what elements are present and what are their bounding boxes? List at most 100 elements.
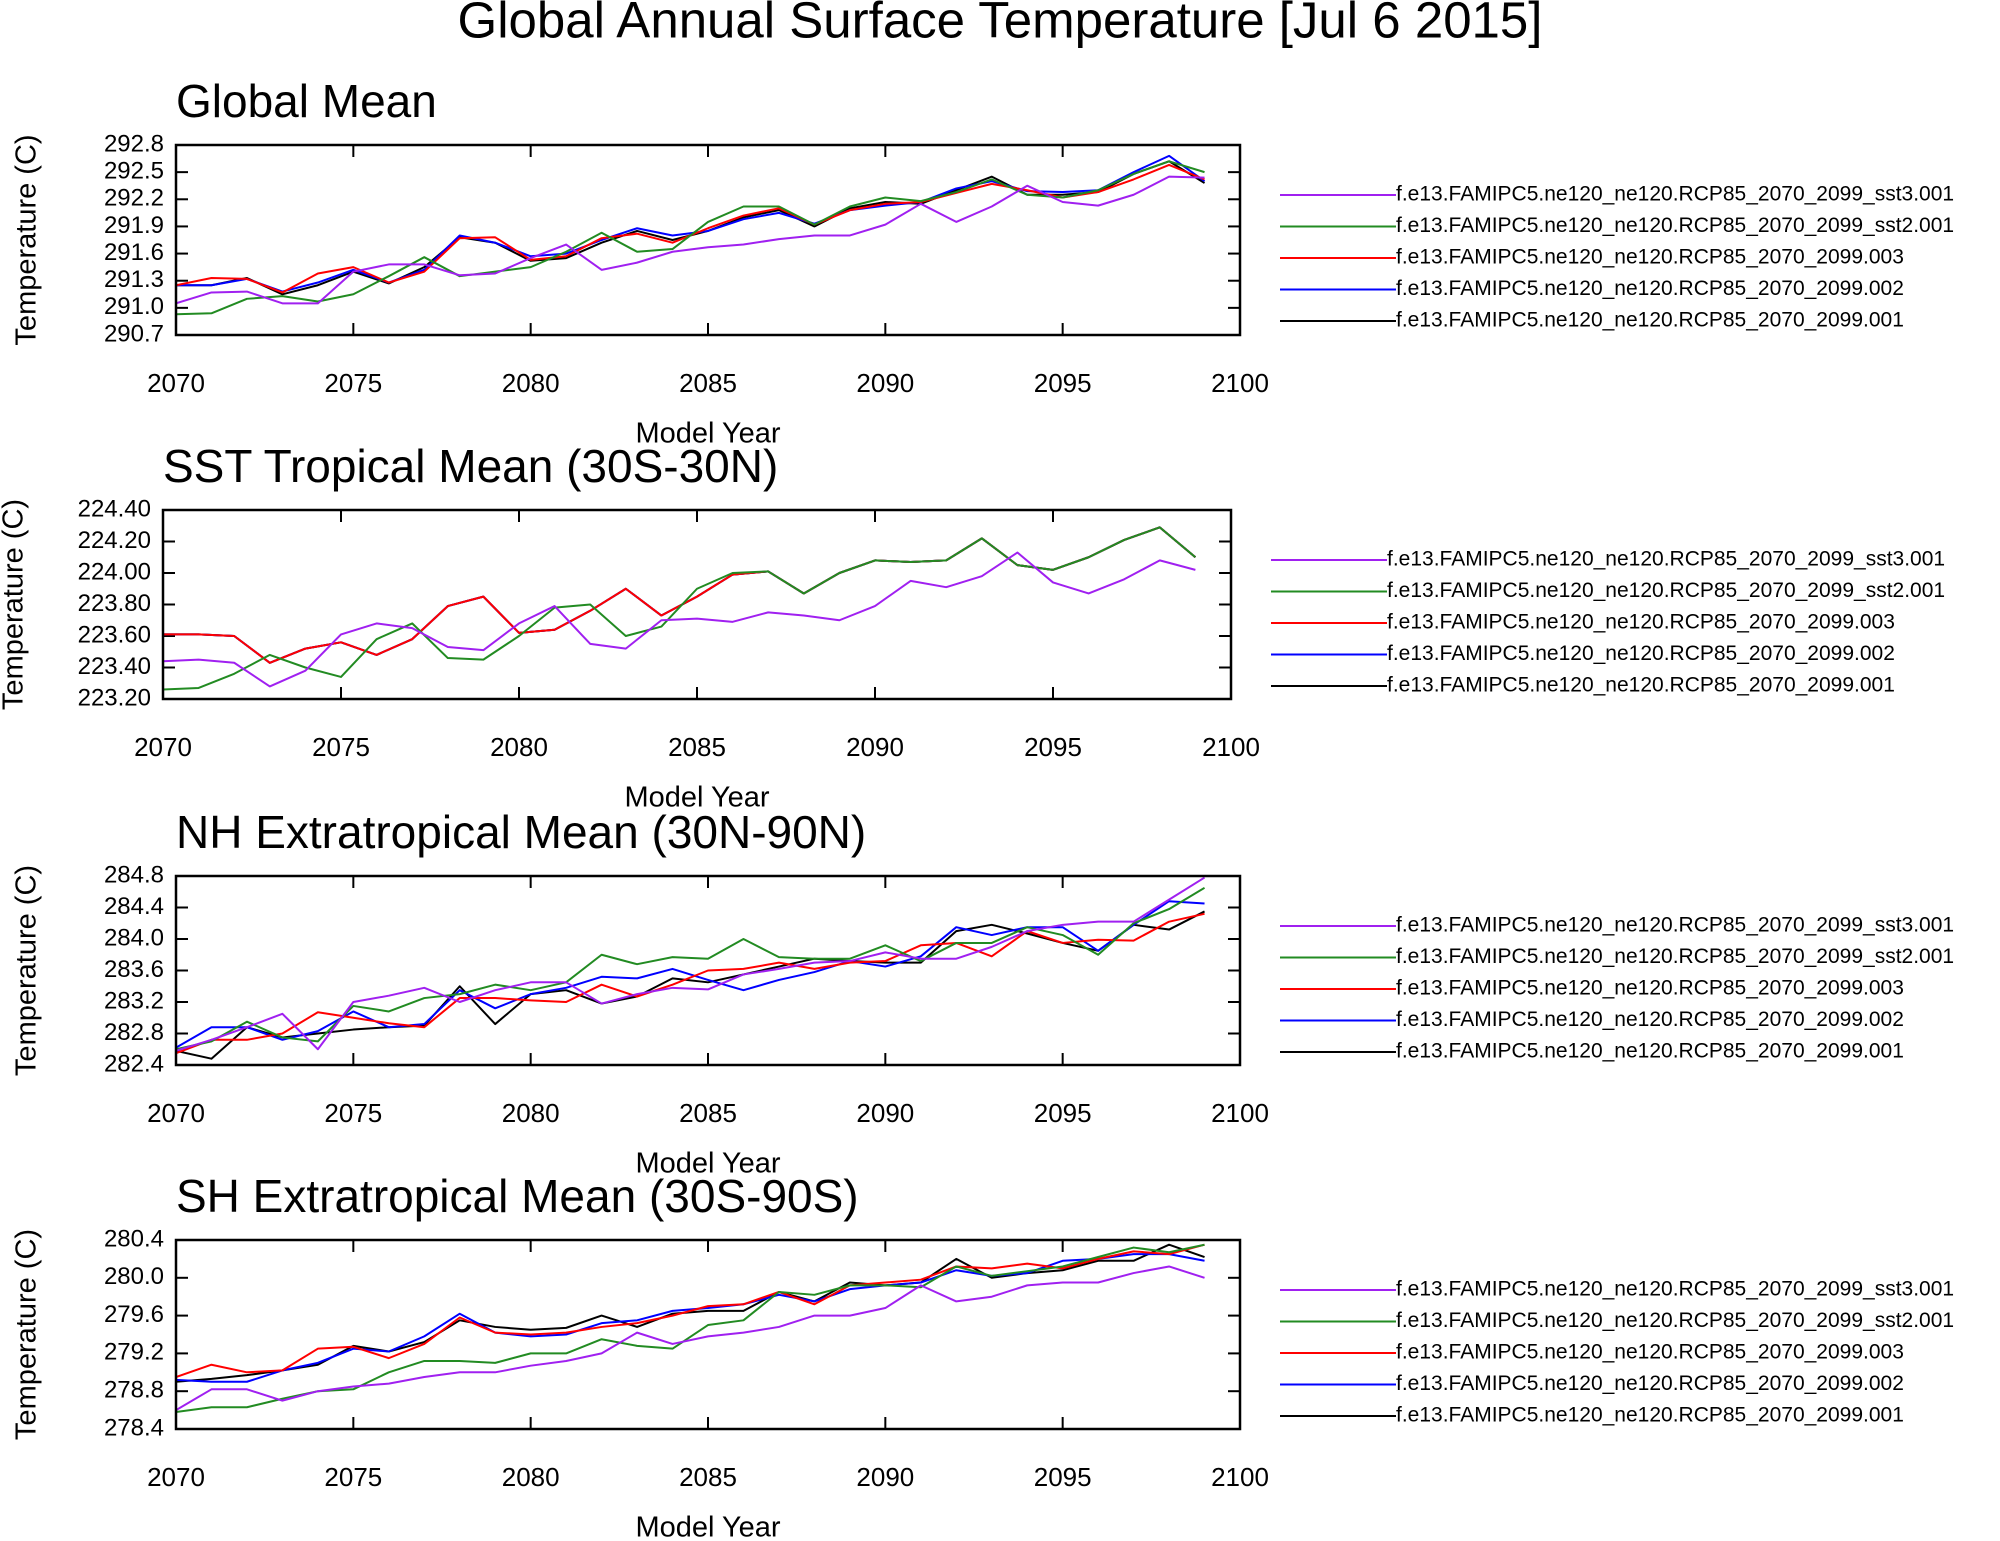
x-tick-label: 2100 [1211,1098,1269,1128]
x-tick-label: 2070 [147,1098,205,1128]
legend-label: f.e13.FAMIPC5.ne120_ne120.RCP85_2070_209… [1396,246,1904,269]
legend-label: f.e13.FAMIPC5.ne120_ne120.RCP85_2070_209… [1396,214,1954,237]
y-tick-label: 292.5 [104,157,164,184]
legend-label: f.e13.FAMIPC5.ne120_ne120.RCP85_2070_209… [1396,183,1954,206]
x-tick-label: 2085 [679,368,737,398]
x-tick-label: 2100 [1211,368,1269,398]
x-tick-label: 2075 [312,732,370,762]
chart-title: SH Extratropical Mean (30S-90S) [176,1170,859,1222]
legend-label: f.e13.FAMIPC5.ne120_ne120.RCP85_2070_209… [1396,1309,1954,1332]
y-tick-label: 224.40 [78,495,151,522]
figure-title: Global Annual Surface Temperature [Jul 6… [458,0,1543,48]
x-tick-label: 2090 [846,732,904,762]
y-tick-label: 223.40 [78,653,151,680]
series-line [176,175,1205,305]
y-tick-label: 284.4 [104,893,164,920]
y-tick-label: 291.0 [104,293,164,320]
x-tick-label: 2085 [679,1098,737,1128]
x-tick-label: 2080 [502,368,560,398]
series-line [176,876,1206,1052]
x-tick-label: 2080 [490,732,548,762]
legend-label: f.e13.FAMIPC5.ne120_ne120.RCP85_2070_209… [1387,548,1945,571]
series-group [176,876,1206,1060]
series-line [176,1243,1205,1383]
y-tick-label: 278.8 [104,1377,164,1404]
x-tick-label: 2075 [324,1098,382,1128]
legend-label: f.e13.FAMIPC5.ne120_ne120.RCP85_2070_209… [1396,309,1904,332]
plot-frame [174,874,1242,1067]
legend-label: f.e13.FAMIPC5.ne120_ne120.RCP85_2070_209… [1396,1040,1904,1063]
series-line [176,160,1206,296]
y-tick-label: 223.60 [78,621,151,648]
y-tick-label: 284.8 [104,861,164,888]
chart-panel: SH Extratropical Mean (30S-90S) Model Yea… [11,1170,1954,1541]
legend-label: f.e13.FAMIPC5.ne120_ne120.RCP85_2070_209… [1396,277,1904,300]
x-tick-label: 2085 [679,1462,737,1492]
legend-label: f.e13.FAMIPC5.ne120_ne120.RCP85_2070_209… [1396,1278,1954,1301]
x-tick-label: 2070 [147,368,205,398]
series-line [163,526,1197,664]
x-axis-label: Model Year [635,1512,780,1541]
y-tick-label: 282.8 [104,1019,164,1046]
chart-title: SST Tropical Mean (30S-30N) [163,440,778,492]
x-tick-label: 2095 [1024,732,1082,762]
y-tick-label: 291.9 [104,212,164,239]
series-line [176,160,1205,316]
y-tick-label: 224.00 [78,558,151,585]
x-tick-label: 2080 [502,1462,560,1492]
y-tick-label: 282.4 [104,1050,164,1077]
y-axis-label: Temperature (C) [0,499,30,710]
series-line [176,900,1205,1049]
x-tick-label: 2100 [1211,1462,1269,1492]
series-group [163,526,1197,691]
y-tick-label: 291.6 [104,239,164,266]
x-tick-label: 2100 [1202,732,1260,762]
y-tick-label: 280.0 [104,1263,164,1290]
y-tick-label: 279.6 [104,1301,164,1328]
x-tick-label: 2075 [324,1462,382,1492]
legend-label: f.e13.FAMIPC5.ne120_ne120.RCP85_2070_209… [1387,642,1895,665]
y-tick-label: 292.2 [104,185,164,212]
x-tick-label: 2095 [1034,1462,1092,1492]
series-line [176,1253,1205,1383]
y-axis-label: Temperature (C) [11,134,43,345]
chart-panel: Global Mean Model Year Temperature (C) 2070… [11,75,1954,450]
y-tick-label: 283.2 [104,987,164,1014]
legend-label: f.e13.FAMIPC5.ne120_ne120.RCP85_2070_209… [1387,579,1945,602]
legend-label: f.e13.FAMIPC5.ne120_ne120.RCP85_2070_209… [1396,945,1954,968]
x-tick-label: 2080 [502,1098,560,1128]
series-line [163,551,1196,688]
legend-label: f.e13.FAMIPC5.ne120_ne120.RCP85_2070_209… [1396,914,1954,937]
series-line [176,1243,1205,1413]
x-tick-label: 2095 [1034,1098,1092,1128]
legend-label: f.e13.FAMIPC5.ne120_ne120.RCP85_2070_209… [1387,611,1895,634]
plot-frame [174,1238,1242,1431]
y-tick-label: 280.4 [104,1225,164,1252]
y-tick-label: 278.4 [104,1414,164,1441]
y-axis-label: Temperature (C) [11,865,43,1076]
series-group [176,1243,1205,1413]
series-line [163,526,1197,691]
y-tick-label: 291.3 [104,266,164,293]
x-axis-label: Model Year [635,418,780,450]
x-tick-label: 2085 [668,732,726,762]
series-line [163,526,1197,664]
x-tick-label: 2075 [324,368,382,398]
legend-label: f.e13.FAMIPC5.ne120_ne120.RCP85_2070_209… [1396,977,1904,1000]
x-tick-label: 2090 [856,368,914,398]
legend-label: f.e13.FAMIPC5.ne120_ne120.RCP85_2070_209… [1396,1372,1904,1395]
series-line [176,163,1205,294]
series-line [176,912,1205,1055]
series-line [176,1265,1205,1411]
series-line [176,910,1205,1060]
y-tick-label: 279.2 [104,1339,164,1366]
legend-label: f.e13.FAMIPC5.ne120_ne120.RCP85_2070_209… [1396,1404,1904,1427]
y-tick-label: 223.80 [78,590,151,617]
chart-title: Global Mean [176,75,437,127]
x-tick-label: 2070 [147,1462,205,1492]
x-tick-label: 2095 [1034,368,1092,398]
y-tick-label: 223.20 [78,684,151,711]
y-tick-label: 290.7 [104,320,164,347]
